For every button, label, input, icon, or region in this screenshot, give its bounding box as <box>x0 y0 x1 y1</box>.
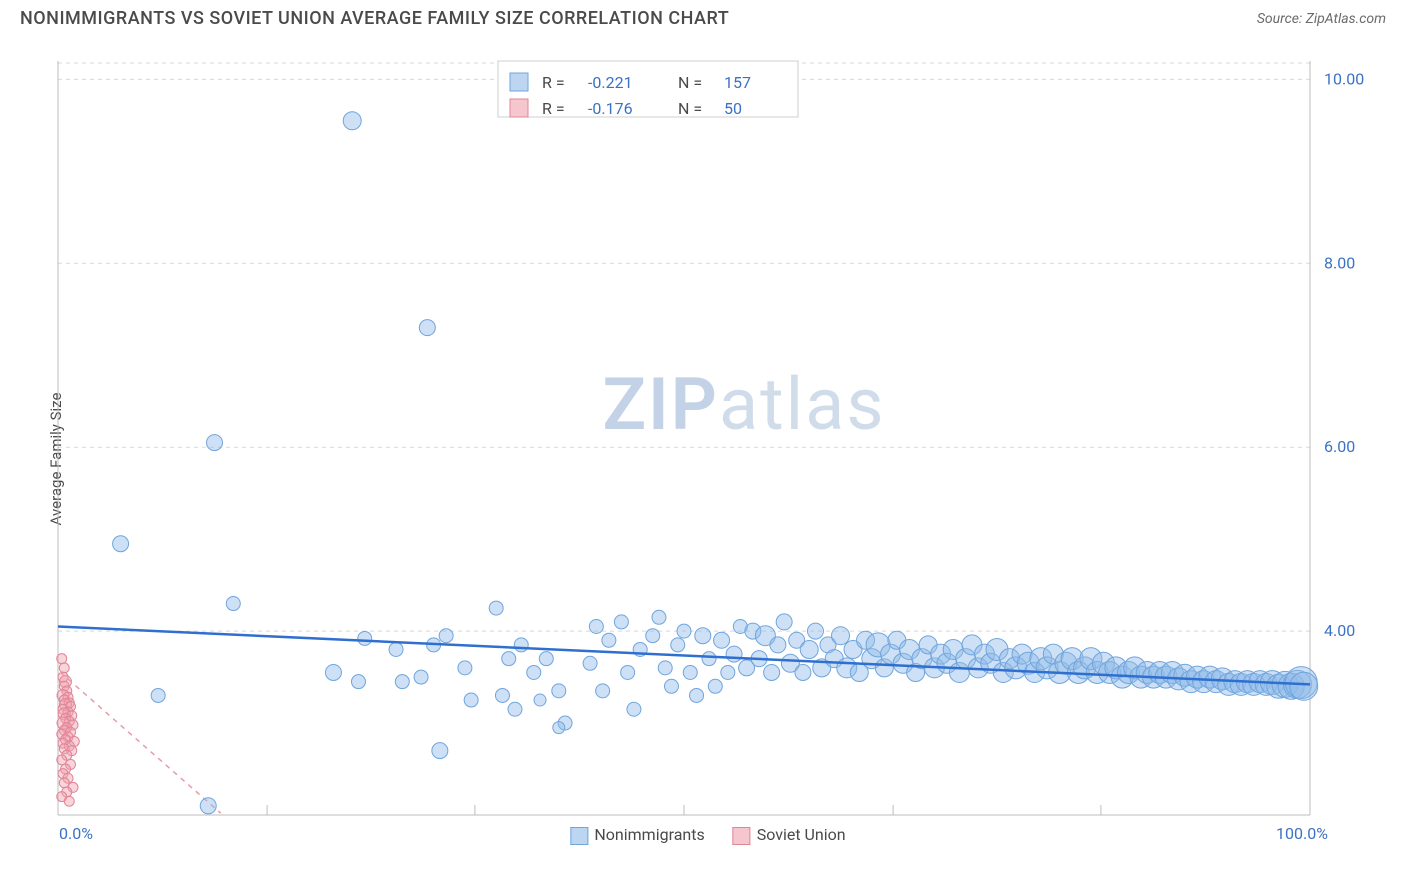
swatch-blue <box>570 827 588 845</box>
swatch-pink <box>733 827 751 845</box>
data-point <box>795 664 811 680</box>
data-point <box>832 627 850 645</box>
stat-r-value: -0.176 <box>588 99 633 118</box>
chart-header: NONIMMIGRANTS VS SOVIET UNION AVERAGE FA… <box>0 0 1406 33</box>
data-point <box>702 652 716 666</box>
data-point <box>764 664 780 680</box>
data-point <box>602 633 616 647</box>
data-point <box>325 664 341 680</box>
chart-source: Source: ZipAtlas.com <box>1257 11 1386 27</box>
data-point <box>553 722 565 734</box>
legend-label: Soviet Union <box>757 825 846 844</box>
stat-n-value: 50 <box>724 99 742 118</box>
data-point <box>59 663 69 673</box>
data-point <box>614 615 628 629</box>
data-point <box>714 632 730 648</box>
data-point <box>57 654 67 664</box>
data-point <box>770 637 786 653</box>
data-point <box>621 665 635 679</box>
y-tick-label: 4.00 <box>1324 621 1355 640</box>
data-point <box>495 688 509 702</box>
legend-item: Nonimmigrants <box>570 825 704 845</box>
stat-swatch <box>510 73 528 91</box>
data-point <box>646 629 660 643</box>
data-point <box>358 631 372 645</box>
legend-label: Nonimmigrants <box>594 825 704 844</box>
data-point <box>389 642 403 656</box>
data-point <box>534 694 546 706</box>
data-point <box>419 320 435 336</box>
data-point <box>596 684 610 698</box>
data-point <box>690 688 704 702</box>
stat-label: N = <box>678 99 702 118</box>
data-point <box>652 610 666 624</box>
data-point <box>807 623 823 639</box>
data-point <box>502 652 516 666</box>
data-point <box>627 702 641 716</box>
stat-label: N = <box>678 73 702 92</box>
data-point <box>664 679 678 693</box>
data-point <box>343 112 361 130</box>
data-point <box>489 601 503 615</box>
data-point <box>708 679 722 693</box>
data-point <box>200 798 216 814</box>
x-tick-label: 100.0% <box>1276 824 1328 843</box>
stat-n-value: 157 <box>724 73 751 92</box>
data-point <box>683 665 697 679</box>
data-point <box>671 638 685 652</box>
data-point <box>414 670 428 684</box>
data-point <box>464 693 478 707</box>
data-point <box>207 435 223 451</box>
data-point <box>658 661 672 675</box>
data-point <box>539 652 553 666</box>
y-tick-label: 10.00 <box>1324 69 1364 88</box>
data-point <box>432 743 448 759</box>
data-point <box>677 624 691 638</box>
data-point <box>527 665 541 679</box>
scatter-plot: 4.00 6.00 8.00 10.00 ZIPatlas 0.0% 100.0% R = -0… <box>48 55 1368 845</box>
stat-label: R = <box>542 73 565 92</box>
stat-swatch <box>510 99 528 117</box>
data-point <box>721 665 735 679</box>
legend: Nonimmigrants Soviet Union <box>570 825 845 845</box>
y-tick-label: 8.00 <box>1324 253 1355 272</box>
data-point <box>395 675 409 689</box>
chart-area: Average Family Size 4.006.008.0010.00ZIP… <box>48 55 1368 845</box>
legend-item: Soviet Union <box>733 825 846 845</box>
watermark: ZIPatlas <box>602 362 885 447</box>
data-point <box>113 536 129 552</box>
data-point <box>151 688 165 702</box>
y-tick-label: 6.00 <box>1324 437 1355 456</box>
x-tick-label: 0.0% <box>59 824 93 843</box>
data-point <box>695 628 711 644</box>
data-point <box>583 656 597 670</box>
data-point <box>64 796 74 806</box>
data-point <box>800 640 818 658</box>
data-point <box>726 646 742 662</box>
data-point <box>458 661 472 675</box>
data-point <box>552 684 566 698</box>
data-point <box>226 597 240 611</box>
stat-r-value: -0.221 <box>588 73 633 92</box>
data-point <box>439 629 453 643</box>
chart-title: NONIMMIGRANTS VS SOVIET UNION AVERAGE FA… <box>20 8 729 29</box>
data-point <box>508 702 522 716</box>
data-point <box>1290 672 1318 700</box>
data-point <box>351 675 365 689</box>
data-point <box>776 614 792 630</box>
stat-label: R = <box>542 99 565 118</box>
data-point <box>589 620 603 634</box>
data-point <box>514 638 528 652</box>
trend-line-pink <box>61 672 221 813</box>
